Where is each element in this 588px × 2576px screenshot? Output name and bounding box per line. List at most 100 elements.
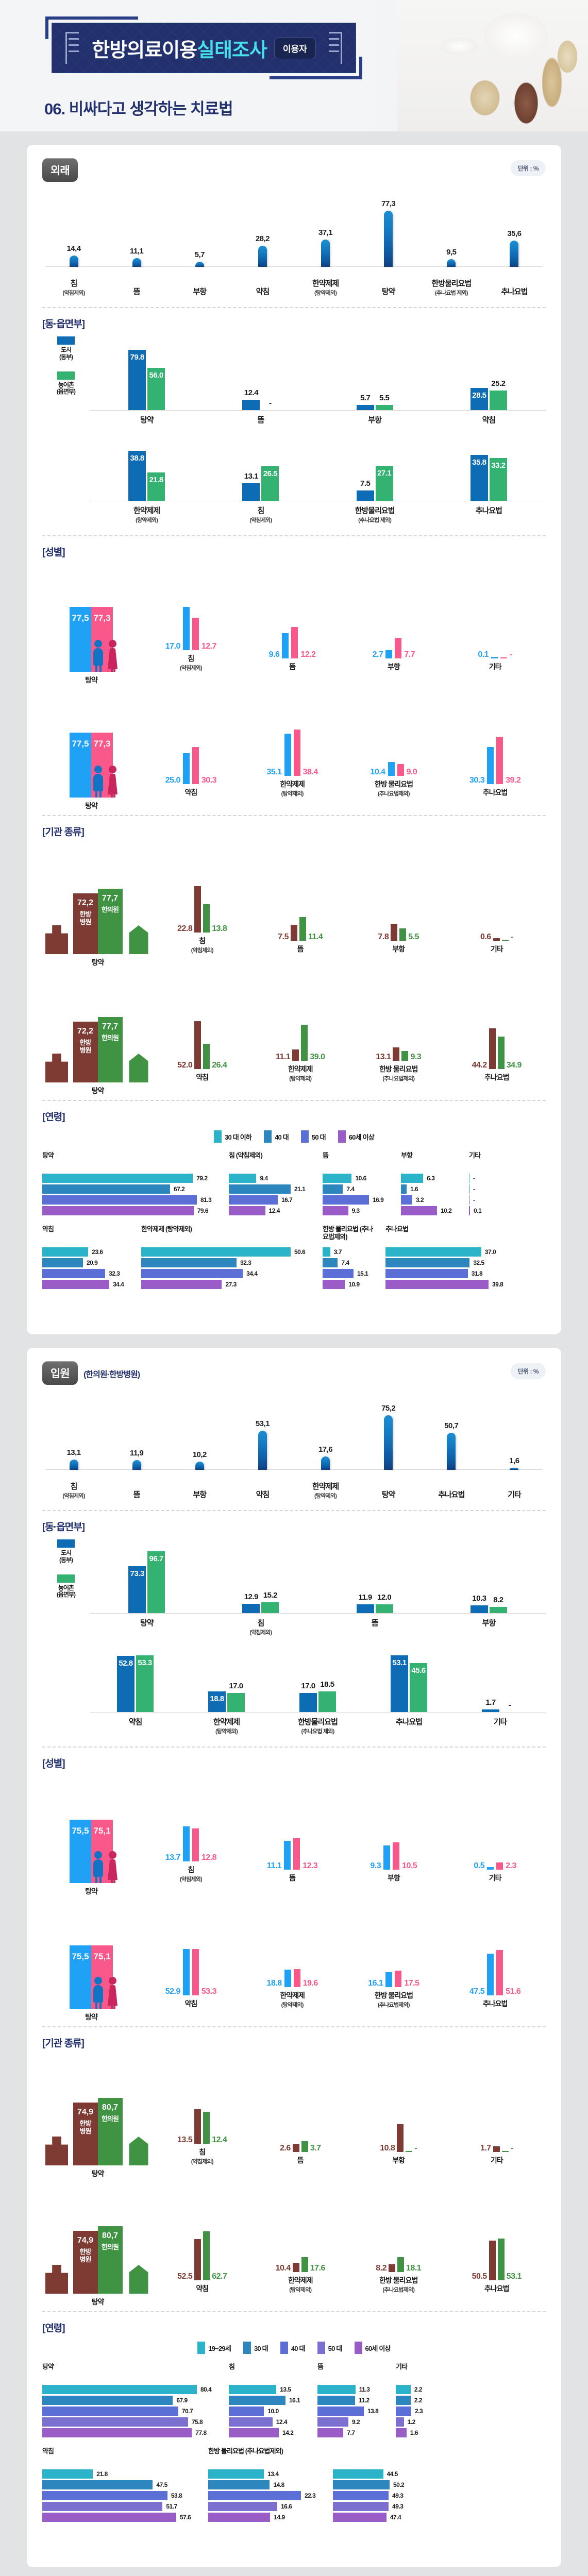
bar-value: 38.4 <box>303 768 318 776</box>
legend-label: 도시 (동부) <box>59 1549 73 1564</box>
legend-swatch <box>300 1130 309 1143</box>
bar-pair: 0.5 2.3 <box>474 1775 516 1870</box>
age-bar-value: - <box>473 1175 475 1182</box>
age-bar-row: 13.5 <box>229 2385 309 2394</box>
category-label: 탕약 <box>90 1617 204 1636</box>
age-bar-row: 16.7 <box>229 1195 314 1205</box>
bar-value: 8.2 <box>376 2264 387 2273</box>
category-group: 9.6 12.2 뜸 <box>242 564 343 672</box>
age-group-right: 44.5 50.2 49.3 49.3 47.4 <box>333 2448 405 2522</box>
herbal-medicine-photo <box>397 0 588 131</box>
age-bar-row: 32.3 <box>141 1258 314 1267</box>
bar-value: 12.3 <box>303 1861 318 1870</box>
age-bar-row: 16.6 <box>208 2502 325 2511</box>
bar <box>391 924 398 941</box>
category-label-main: 약침 <box>128 1718 143 1726</box>
category-label-main: 한방물리요법 <box>298 1718 338 1726</box>
age-bar-row: 10.6 <box>323 1174 393 1183</box>
bar <box>182 753 190 784</box>
bar <box>397 2257 405 2272</box>
age-bar <box>42 1184 170 1194</box>
inpatient-region-title: [동·읍면부] <box>42 1522 85 1533</box>
bar-group: 28.5 25.2 <box>432 334 546 410</box>
age-bar <box>42 1269 106 1278</box>
clinic-icon <box>129 2265 148 2294</box>
page-header: 한방의료이용 실태조사 이용자 06. 비싸다고 생각하는 치료법 <box>0 0 588 131</box>
category-groups: 22.8 13.8 침 (약침제외) 7.5 11.4 뜸 7.8 5.5 부항 0.6 - 기타 <box>153 843 546 954</box>
hero-bar-name: 한방 병원 <box>79 1038 92 1054</box>
bar-value: 56.0 <box>149 370 164 380</box>
bar-value: 2.7 <box>372 650 383 659</box>
bar-pair: 52.0 26.4 <box>177 972 227 1070</box>
male-figure-icon <box>92 1977 105 2009</box>
divider <box>42 1510 546 1511</box>
category-label-main: 한약제제 <box>133 506 160 515</box>
bar-value: 17.6 <box>310 2264 326 2273</box>
bar-value: 34.9 <box>506 1061 522 1070</box>
age-bar-row: 81.3 <box>42 1195 221 1205</box>
age-bar-list: 3.7 7.4 15.1 10.9 <box>323 1247 377 1289</box>
category-labels: 한약제제 (탕약제외) 침 (약침제외) 한방물리요법 (추나요법 제외) 추나요법 <box>90 505 546 524</box>
bar-column: 13,1 침 (약침제외) <box>42 1388 105 1499</box>
age-bar-value: 67.2 <box>173 1185 185 1193</box>
bar-value: 1.7 <box>480 2144 491 2153</box>
age-bar <box>323 1184 343 1194</box>
bar-column: 1,6 기타 <box>483 1388 546 1499</box>
age-bar-value: 3.2 <box>415 1196 424 1204</box>
age-bar <box>42 2513 176 2522</box>
bar-value: 30.3 <box>469 776 485 785</box>
age-bar-value: 34.4 <box>246 1270 258 1277</box>
divider <box>42 1100 546 1101</box>
legend-swatch <box>214 1130 222 1143</box>
category-label-main: 뜸 <box>297 2156 304 2164</box>
age-bar <box>396 2428 407 2437</box>
divider <box>42 2026 546 2027</box>
age-bar <box>385 1258 470 1267</box>
age-bar <box>385 1269 468 1278</box>
legend-swatch <box>317 2342 325 2354</box>
category-label-main: 약침 <box>184 788 197 796</box>
bar-value: 22.8 <box>177 924 193 933</box>
age-bar-row: 37.0 <box>385 1247 512 1257</box>
category-label-main: 추나요법 <box>482 788 508 796</box>
category-group: 2.6 3.7 뜸 <box>251 2055 350 2165</box>
category-group: 13.5 12.4 침 (약침제외) <box>153 2055 251 2165</box>
category-group: 18.8 19.6 한약제제 (탕약제외) <box>242 1901 343 2009</box>
age-bar-row: 12.4 <box>229 2417 309 2427</box>
brand-title-main: 한방의료이용 <box>92 39 197 61</box>
age-bar-row: 2.2 <box>396 2396 435 2405</box>
bar <box>195 1461 204 1470</box>
category-label: 추나요법 <box>484 2283 510 2294</box>
age-bar-value: 16.1 <box>289 2397 300 2404</box>
inpatient-panel: 입원 (한의원·한방병원) 단위 : % 13,1 침 (약침제외) 11,9 뜸 10,… <box>27 1348 561 2567</box>
bar-label-main: 추나요법 <box>501 287 528 296</box>
age-bar-row: 3.7 <box>323 1247 377 1257</box>
bar-pair: 18.8 19.6 <box>266 1901 318 1988</box>
age-bar <box>317 2385 356 2394</box>
bar-value: 18.5 <box>320 1680 334 1689</box>
legend-item: 30 대 <box>243 2342 268 2354</box>
age-bar-row: 14.2 <box>229 2428 309 2437</box>
age-bar <box>401 1184 407 1194</box>
hero-chart: 77,5 77,3 탕약 25.0 30.3 약침 35.1 38.4 한약제제 (탕약제외) 10… <box>42 689 546 810</box>
bar-value: 53.3 <box>138 1658 152 1667</box>
bar <box>401 1050 409 1061</box>
age-bar-row: 80.4 <box>42 2385 221 2394</box>
age-bar-list: 10.6 7.4 16.9 9.3 <box>323 1174 393 1215</box>
bar-value: 35.1 <box>266 768 282 776</box>
age-bar <box>42 2417 188 2427</box>
region-legend: 도시 (동부) 농어촌 (읍면부) <box>42 334 90 425</box>
age-bar-value: 10.0 <box>267 2408 279 2415</box>
ornament-left-icon <box>65 32 79 64</box>
age-bar-row: 34.4 <box>141 1269 314 1278</box>
bar <box>258 245 267 267</box>
age-bar <box>333 2480 390 2489</box>
category-label: 한방 물리요법 (추나요법제외) <box>379 1064 418 1082</box>
bar <box>510 240 519 267</box>
age-bar-row: 32.5 <box>385 1258 512 1267</box>
age-bar-value: 47.5 <box>156 2481 167 2488</box>
bar-value: 35,6 <box>507 229 522 238</box>
category-label-main: 추나요법 <box>484 2284 510 2293</box>
category-label-main: 뜸 <box>371 1619 379 1628</box>
age-bar-row: 31.8 <box>385 1269 512 1278</box>
